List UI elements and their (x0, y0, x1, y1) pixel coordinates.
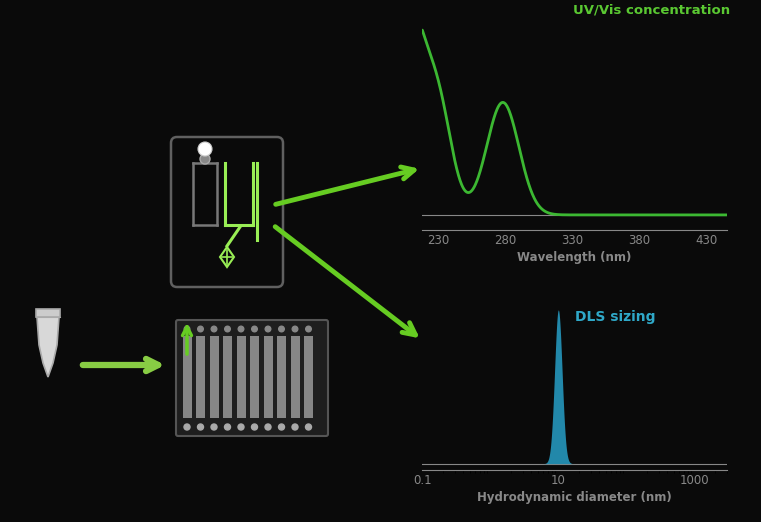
Circle shape (251, 424, 257, 430)
Polygon shape (37, 317, 59, 377)
Circle shape (292, 424, 298, 430)
Circle shape (279, 326, 285, 332)
Bar (250, 336, 259, 418)
Bar (304, 336, 313, 418)
Circle shape (238, 424, 244, 430)
Circle shape (198, 142, 212, 156)
Bar (237, 336, 246, 418)
Circle shape (184, 326, 189, 332)
Circle shape (198, 326, 203, 332)
Circle shape (212, 326, 217, 332)
Circle shape (224, 326, 231, 332)
Text: DLS sizing: DLS sizing (575, 310, 655, 324)
Circle shape (238, 326, 244, 332)
X-axis label: Hydrodynamic diameter (nm): Hydrodynamic diameter (nm) (477, 491, 672, 504)
Circle shape (198, 424, 203, 430)
Circle shape (184, 424, 190, 430)
Circle shape (200, 154, 210, 164)
Circle shape (224, 424, 231, 430)
Bar (196, 336, 205, 418)
Polygon shape (36, 309, 60, 317)
Bar (291, 336, 300, 418)
Text: UV/Vis concentration: UV/Vis concentration (573, 4, 730, 17)
Circle shape (211, 424, 217, 430)
Bar (277, 336, 286, 418)
X-axis label: Wavelength (nm): Wavelength (nm) (517, 251, 632, 264)
Circle shape (292, 326, 298, 332)
Circle shape (265, 424, 271, 430)
Circle shape (279, 424, 285, 430)
Circle shape (252, 326, 257, 332)
Bar (263, 336, 272, 418)
FancyBboxPatch shape (176, 320, 328, 436)
Circle shape (265, 326, 271, 332)
Circle shape (305, 424, 311, 430)
Circle shape (306, 326, 311, 332)
Bar (223, 336, 232, 418)
Bar (183, 336, 192, 418)
Bar (209, 336, 218, 418)
